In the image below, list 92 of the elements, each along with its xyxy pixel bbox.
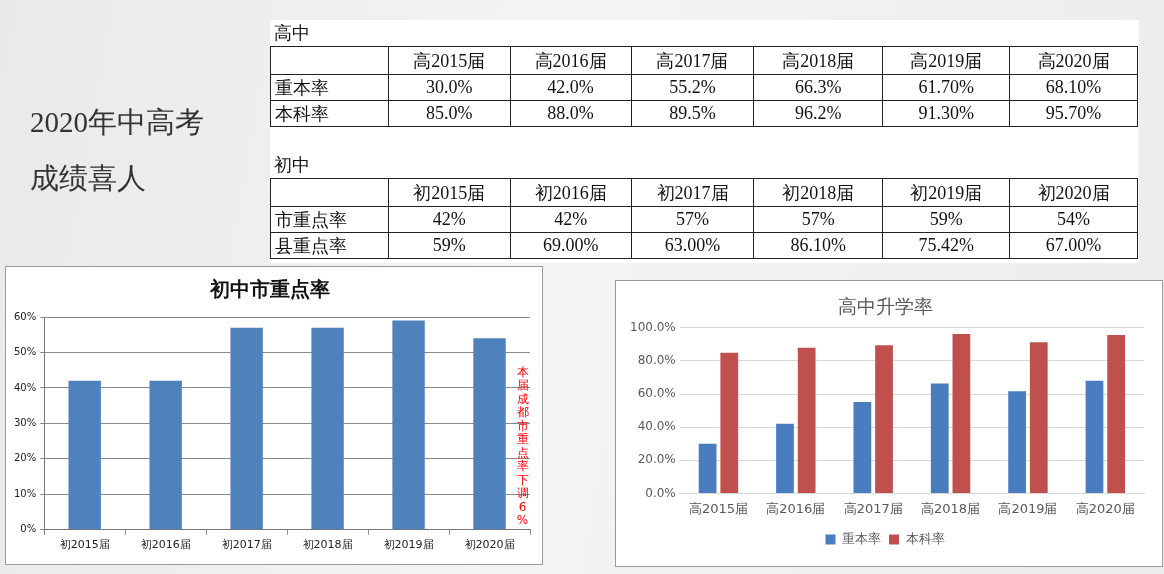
data-label: 59%: [388, 232, 511, 259]
bar: [875, 345, 893, 493]
data-label: 54%: [1009, 206, 1138, 233]
x-tick-label: 初2018届: [302, 538, 353, 552]
y-tick-label: 40.0%: [637, 419, 676, 434]
data-label: 96.2%: [753, 100, 883, 127]
data-label: 95.70%: [1009, 100, 1138, 127]
text: 成绩喜人: [30, 161, 147, 196]
y-tick-label: 100.0%: [629, 319, 676, 334]
data-label: 57%: [753, 206, 883, 233]
x-tick-label: 初2019届: [383, 538, 434, 552]
bar: [1008, 391, 1026, 493]
x-tick-label: 初2015届: [59, 538, 110, 552]
data-label: 55.2%: [631, 74, 754, 101]
data-label: 42%: [510, 206, 632, 233]
x-tick-label: 初2017届: [221, 538, 272, 552]
x-tick-label: 高2018届: [753, 46, 883, 75]
x-tick-label: 高2020届: [1075, 500, 1135, 516]
y-tick-label: 60%: [13, 310, 37, 322]
y-tick-label: 10%: [13, 487, 37, 499]
data-label: 63.00%: [631, 232, 754, 259]
bar: [68, 380, 101, 530]
bar: [1085, 380, 1104, 493]
data-label: 57%: [631, 206, 754, 233]
x-tick-label: 高2016届: [510, 46, 632, 75]
bar: [698, 443, 717, 493]
y-tick-label: 0.0%: [645, 485, 676, 500]
data-label: 85.0%: [388, 100, 511, 127]
y-tick-label: 20.0%: [637, 452, 676, 467]
y-tick-label: 60.0%: [637, 386, 676, 401]
x-tick-label: 初2020届: [1009, 178, 1138, 207]
bar: [952, 334, 971, 493]
y-tick-label: 本科率: [270, 100, 389, 127]
x-tick-label: 高2020届: [1009, 46, 1138, 75]
bar: [1107, 334, 1126, 493]
data-label: 42%: [388, 206, 511, 233]
data-label: 86.10%: [753, 232, 883, 259]
data-label: 68.10%: [1009, 74, 1138, 101]
y-tick-label: 20%: [13, 452, 37, 464]
x-tick-label: 初2018届: [753, 178, 883, 207]
x-tick-label: 初2017届: [631, 178, 754, 207]
y-tick-label: 重本率: [270, 74, 389, 101]
x-tick-label: 初2016届: [510, 178, 632, 207]
x-tick-label: 初2016届: [140, 538, 191, 552]
chart-title: 高中: [274, 23, 310, 43]
x-tick-label: 高2017届: [843, 500, 903, 516]
x-tick-label: 高2019届: [998, 500, 1058, 516]
text: 本届成都市重点率下调6%: [516, 364, 529, 528]
x-tick-label: 初2020届: [464, 538, 515, 552]
data-label: 42.0%: [510, 74, 632, 101]
x-tick-label: 高2016届: [766, 500, 826, 516]
chart-title: 初中: [274, 155, 310, 175]
data-label: 75.42%: [882, 232, 1010, 259]
y-tick-label: 0%: [20, 523, 37, 535]
bar: [853, 401, 872, 493]
text: 2020年中高考: [30, 105, 205, 140]
x-tick-label: 高2018届: [921, 500, 981, 516]
x-tick-label: 初2015届: [388, 178, 511, 207]
x-tick-label: 高2015届: [388, 46, 511, 75]
chart-title: 初中市重点率: [209, 278, 330, 301]
bar: [149, 380, 182, 530]
data-label: 89.5%: [631, 100, 754, 127]
chart-title: 高中升学率: [837, 295, 933, 318]
data-label: 88.0%: [510, 100, 632, 127]
x-tick-label: 高2017届: [631, 46, 754, 75]
bar: [1029, 342, 1048, 493]
data-label: 91.30%: [882, 100, 1010, 127]
y-tick-label: 市重点率: [270, 206, 389, 233]
data-label: 69.00%: [510, 232, 632, 259]
data-label: 67.00%: [1009, 232, 1138, 259]
data-label: 59%: [882, 206, 1010, 233]
x-tick-label: 初2019届: [882, 178, 1010, 207]
y-tick-label: 80.0%: [637, 353, 676, 368]
y-tick-label: 30%: [13, 416, 37, 428]
bar: [930, 383, 949, 493]
bar: [311, 327, 344, 530]
x-tick-label: 高2015届: [688, 500, 748, 516]
bar: [473, 338, 506, 530]
data-label: 61.70%: [882, 74, 1010, 101]
y-tick-label: 50%: [13, 346, 37, 358]
y-tick-label: 县重点率: [270, 232, 389, 259]
bar: [720, 352, 739, 493]
y-tick-label: 40%: [13, 381, 37, 393]
bar: [776, 423, 794, 493]
bar: [230, 327, 263, 530]
x-tick-label: 高2019届: [882, 46, 1010, 75]
data-label: 30.0%: [388, 74, 511, 101]
bar: [392, 320, 425, 530]
legend-label: 重本率: [842, 530, 881, 546]
legend-label: 本科率: [905, 530, 945, 546]
data-label: 66.3%: [753, 74, 883, 101]
bar: [797, 347, 816, 493]
